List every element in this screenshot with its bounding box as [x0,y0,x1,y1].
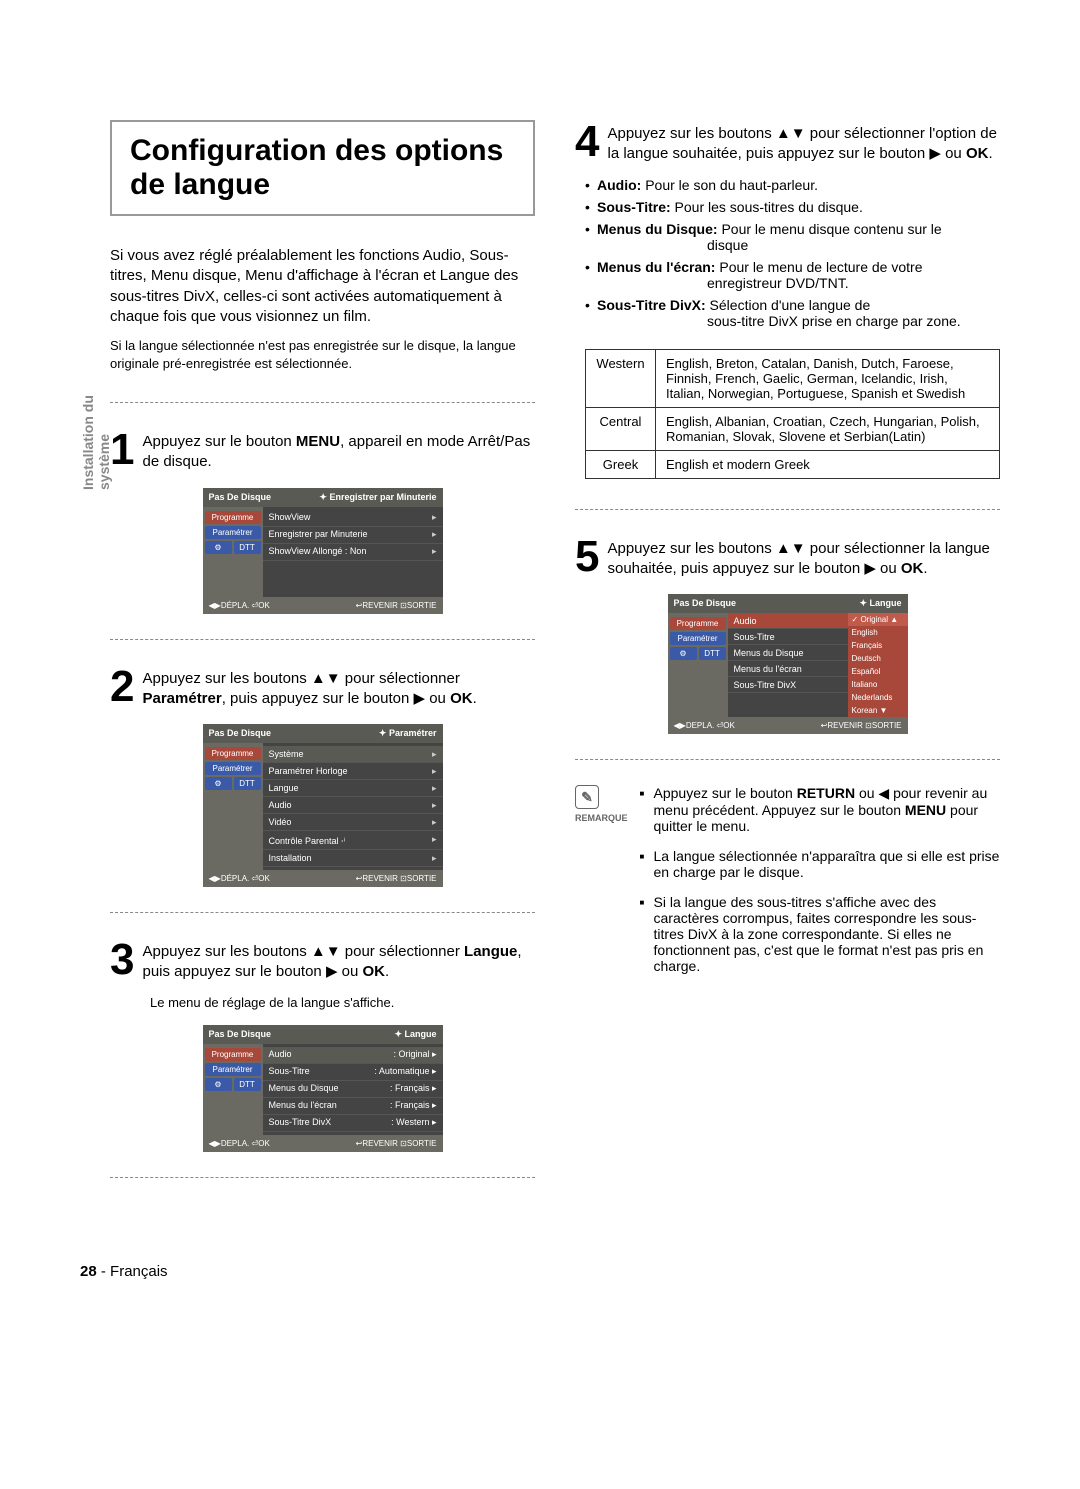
note-label: REMARQUE [575,813,628,823]
step-4: 4 Appuyez sur les boutons ▲▼ pour sélect… [575,120,1000,165]
osd-screen-2: Pas De Disque✦ Paramétrer Programme Para… [203,724,443,887]
divider [575,509,1000,510]
step-number: 4 [575,120,599,165]
osd-screen-5: Pas De Disque✦ Langue Programme Paramétr… [668,594,908,734]
divider [110,639,535,640]
option-bullets: Audio: Pour le son du haut-parleur. Sous… [585,177,1000,329]
divider [110,912,535,913]
step-number: 1 [110,428,134,473]
step-1: 1 Appuyez sur le bouton MENU, appareil e… [110,428,535,473]
sidebar-section-label: Installation du système [80,395,112,490]
table-cell: Greek [586,450,656,478]
step-3-sub: Le menu de réglage de la langue s'affich… [150,995,535,1010]
step-number: 2 [110,665,134,710]
intro-text: Si vous avez réglé préalablement les fon… [110,246,535,327]
step-number: 3 [110,938,134,983]
step-text: Appuyez sur les boutons ▲▼ pour sélectio… [607,535,1000,580]
intro-note: Si la langue sélectionnée n'est pas enre… [110,337,535,372]
osd-screen-1: Pas De Disque✦ Enregistrer par Minuterie… [203,488,443,614]
step-5: 5 Appuyez sur les boutons ▲▼ pour sélect… [575,535,1000,580]
page-title: Configuration des options de langue [110,120,535,216]
step-3: 3 Appuyez sur les boutons ▲▼ pour sélect… [110,938,535,983]
note-item: La langue sélectionnée n'apparaîtra que … [640,848,1000,880]
note-item: Si la langue des sous-titres s'affiche a… [640,894,1000,974]
step-number: 5 [575,535,599,580]
divider [110,402,535,403]
note-icon: ✎ [575,785,599,809]
step-2: 2 Appuyez sur les boutons ▲▼ pour sélect… [110,665,535,710]
table-cell: Central [586,407,656,450]
table-cell: English, Albanian, Croatian, Czech, Hung… [656,407,1000,450]
table-cell: Western [586,349,656,407]
step-text: Appuyez sur le bouton MENU, appareil en … [142,428,535,473]
remark-box: ✎ REMARQUE Appuyez sur le bouton RETURN … [575,785,1000,988]
table-cell: English, Breton, Catalan, Danish, Dutch,… [656,349,1000,407]
divider [110,1177,535,1178]
step-text: Appuyez sur les boutons ▲▼ pour sélectio… [607,120,1000,165]
page-footer: 28 - Français [80,1263,1000,1280]
table-cell: English et modern Greek [656,450,1000,478]
step-text: Appuyez sur les boutons ▲▼ pour sélectio… [142,665,535,710]
language-zone-table: WesternEnglish, Breton, Catalan, Danish,… [585,349,1000,479]
step-text: Appuyez sur les boutons ▲▼ pour sélectio… [142,938,535,983]
note-item: Appuyez sur le bouton RETURN ou ◀ pour r… [640,785,1000,834]
osd-screen-3: Pas De Disque✦ Langue Programme Paramétr… [203,1025,443,1152]
divider [575,759,1000,760]
